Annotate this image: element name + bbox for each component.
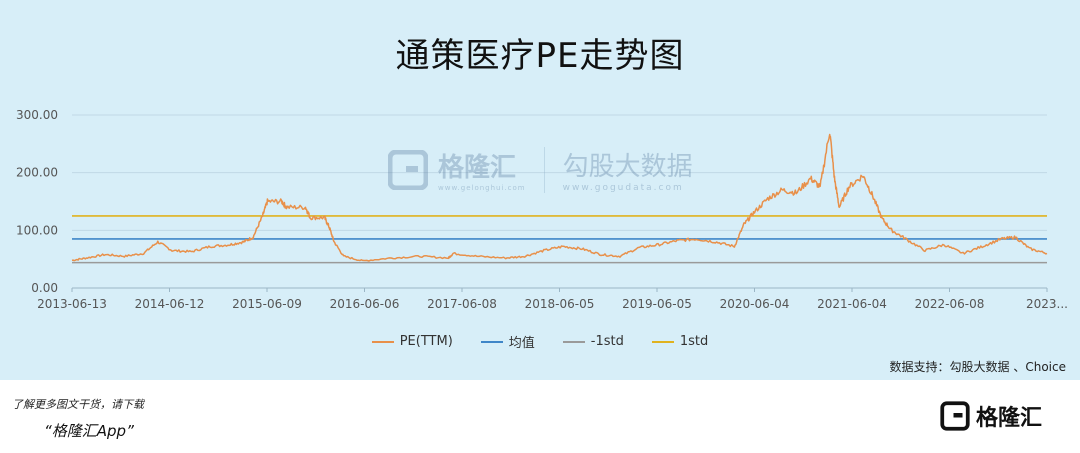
watermark-divider — [543, 146, 545, 193]
watermark: 格隆汇 www.gelonghui.com 勾股大数据 www.gogudata… — [388, 146, 693, 193]
gelonghui-logo-icon — [940, 401, 970, 431]
legend-label: 均值 — [508, 336, 535, 351]
footer: 了解更多图文干货，请下载 “格隆汇App” 格隆汇 — [0, 380, 1080, 453]
data-source: 数据支持：勾股大数据 、Choice — [889, 360, 1066, 374]
watermark-brand2-sub: www.gogudata.com — [562, 183, 684, 193]
watermark-brand-sub: www.gelonghui.com — [438, 184, 526, 192]
chart-legend: PE(TTM) 均值 -1std 1std — [0, 332, 1080, 351]
y-tick-label: 100.00 — [16, 223, 58, 237]
x-tick-label: 2013-06-13 — [37, 297, 107, 311]
legend-item-pe: PE(TTM) — [371, 332, 453, 351]
x-tick-label: 2023... — [1026, 297, 1068, 311]
legend-swatch — [371, 340, 394, 343]
y-tick-label: 0.00 — [31, 281, 58, 295]
x-tick-label: 2014-06-12 — [135, 297, 205, 311]
footer-promo-line: 了解更多图文干货，请下载 — [12, 398, 144, 411]
chart-title: 通策医疗PE走势图 — [395, 36, 685, 76]
footer-app-name: “格隆汇App” — [44, 422, 134, 440]
x-tick-label: 2021-06-04 — [817, 297, 887, 311]
legend-swatch — [480, 340, 503, 343]
footer-logo: 格隆汇 — [940, 400, 1042, 432]
watermark-brand: 格隆汇 — [438, 153, 517, 183]
legend-item-mean: 均值 — [480, 332, 535, 351]
x-tick-label: 2022-06-08 — [915, 297, 985, 311]
x-tick-label: 2016-06-06 — [330, 297, 400, 311]
watermark-brand2: 勾股大数据 — [562, 152, 693, 182]
x-tick-label: 2019-06-05 — [622, 297, 692, 311]
legend-label: 1std — [679, 334, 709, 349]
y-tick-label: 200.00 — [16, 166, 58, 180]
y-tick-label: 300.00 — [16, 108, 58, 122]
x-tick-label: 2018-06-05 — [525, 297, 595, 311]
x-tick-label: 2015-06-09 — [232, 297, 302, 311]
legend-item-minus-std: -1std — [562, 332, 624, 351]
gelonghui-logo-icon — [388, 149, 428, 190]
footer-logo-text: 格隆汇 — [975, 406, 1042, 431]
legend-label: -1std — [590, 334, 624, 349]
legend-swatch — [562, 340, 585, 343]
series-line-pe — [71, 133, 1048, 262]
legend-swatch — [651, 340, 674, 343]
pe-chart: 0.00 100.00 200.00 300.00 2013-06-13 2014-06-… — [16, 108, 1068, 311]
legend-label: PE(TTM) — [399, 334, 453, 349]
x-tick-label: 2020-06-04 — [720, 297, 790, 311]
x-tick-label: 2017-06-08 — [427, 297, 497, 311]
legend-item-plus-std: 1std — [651, 332, 709, 351]
